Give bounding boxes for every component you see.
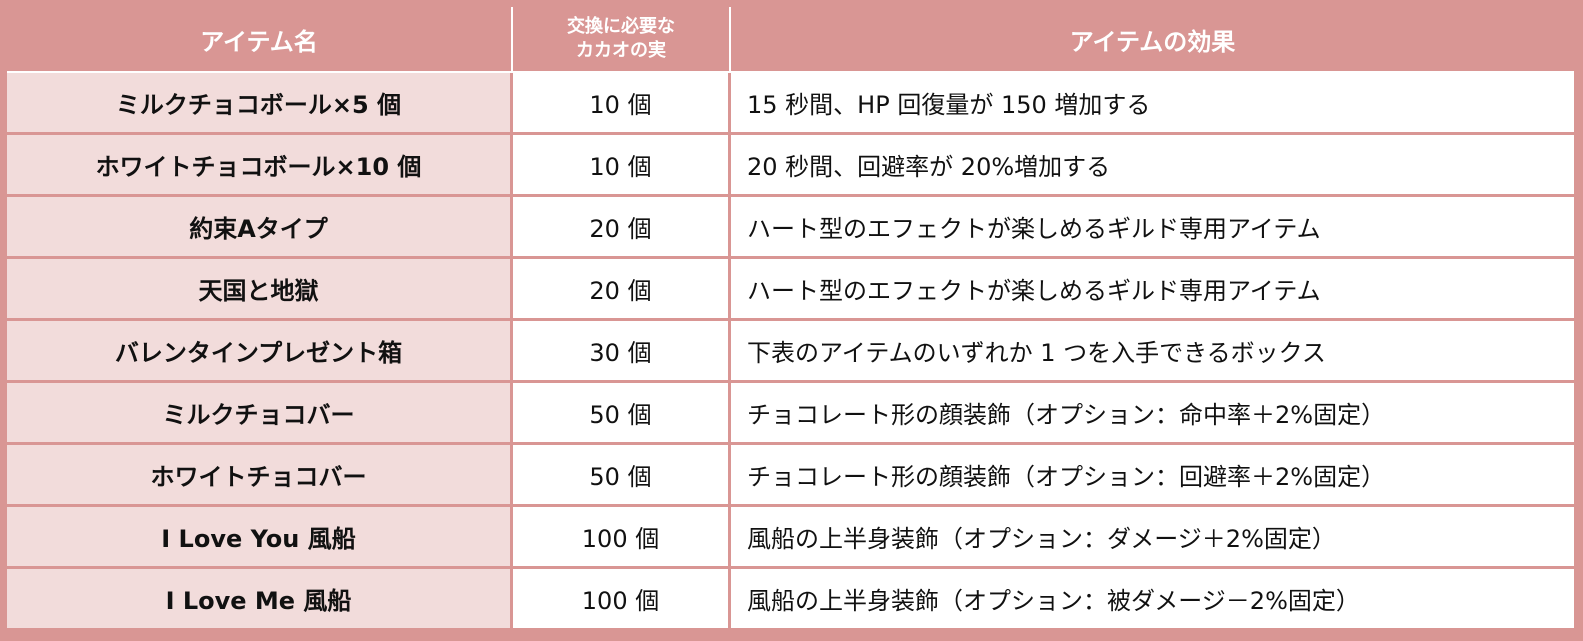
table-row: ミルクチョコボール×5 個 10 個 15 秒間、HP 回復量が 150 増加す… <box>7 73 1574 135</box>
cost-cell: 10 個 <box>513 135 731 197</box>
header-cacao-cost: 交換に必要な カカオの実 <box>513 7 731 73</box>
cost-cell: 20 個 <box>513 197 731 259</box>
effect-cell: 風船の上半身装飾（オプション：ダメージ＋2%固定） <box>731 507 1574 569</box>
item-name-cell: I Love Me 風船 <box>7 569 513 628</box>
effect-cell: チョコレート形の顔装飾（オプション：回避率＋2%固定） <box>731 445 1574 507</box>
effect-cell: ハート型のエフェクトが楽しめるギルド専用アイテム <box>731 259 1574 321</box>
table-row: 約束Aタイプ 20 個 ハート型のエフェクトが楽しめるギルド専用アイテム <box>7 197 1574 259</box>
effect-cell: 風船の上半身装飾（オプション：被ダメージ－2%固定） <box>731 569 1574 628</box>
cost-cell: 100 個 <box>513 507 731 569</box>
table-row: ホワイトチョコボール×10 個 10 個 20 秒間、回避率が 20%増加する <box>7 135 1574 197</box>
effect-cell: 15 秒間、HP 回復量が 150 増加する <box>731 73 1574 135</box>
item-name-cell: ミルクチョコボール×5 個 <box>7 73 513 135</box>
item-name-cell: 約束Aタイプ <box>7 197 513 259</box>
header-row: アイテム名 交換に必要な カカオの実 アイテムの効果 <box>7 7 1574 73</box>
effect-cell: チョコレート形の顔装飾（オプション：命中率＋2%固定） <box>731 383 1574 445</box>
cost-cell: 50 個 <box>513 445 731 507</box>
cost-cell: 20 個 <box>513 259 731 321</box>
table-row: ミルクチョコバー 50 個 チョコレート形の顔装飾（オプション：命中率＋2%固定… <box>7 383 1574 445</box>
item-exchange-table: アイテム名 交換に必要な カカオの実 アイテムの効果 ミルクチョコボール×5 個… <box>7 7 1574 628</box>
header-item-name: アイテム名 <box>7 7 513 73</box>
effect-cell: ハート型のエフェクトが楽しめるギルド専用アイテム <box>731 197 1574 259</box>
item-name-cell: 天国と地獄 <box>7 259 513 321</box>
effect-cell: 20 秒間、回避率が 20%増加する <box>731 135 1574 197</box>
header-cacao-cost-line2: カカオの実 <box>576 40 666 61</box>
item-name-cell: ホワイトチョコボール×10 個 <box>7 135 513 197</box>
table-row: バレンタインプレゼント箱 30 個 下表のアイテムのいずれか 1 つを入手できる… <box>7 321 1574 383</box>
item-name-cell: I Love You 風船 <box>7 507 513 569</box>
table-row: I Love Me 風船 100 個 風船の上半身装飾（オプション：被ダメージ－… <box>7 569 1574 628</box>
header-item-effect: アイテムの効果 <box>731 7 1574 73</box>
table-row: 天国と地獄 20 個 ハート型のエフェクトが楽しめるギルド専用アイテム <box>7 259 1574 321</box>
table-row: ホワイトチョコバー 50 個 チョコレート形の顔装飾（オプション：回避率＋2%固… <box>7 445 1574 507</box>
cost-cell: 30 個 <box>513 321 731 383</box>
item-name-cell: ホワイトチョコバー <box>7 445 513 507</box>
table-row: I Love You 風船 100 個 風船の上半身装飾（オプション：ダメージ＋… <box>7 507 1574 569</box>
cost-cell: 50 個 <box>513 383 731 445</box>
item-name-cell: ミルクチョコバー <box>7 383 513 445</box>
header-cacao-cost-line1: 交換に必要な <box>567 16 675 37</box>
cost-cell: 100 個 <box>513 569 731 628</box>
effect-cell: 下表のアイテムのいずれか 1 つを入手できるボックス <box>731 321 1574 383</box>
cost-cell: 10 個 <box>513 73 731 135</box>
item-name-cell: バレンタインプレゼント箱 <box>7 321 513 383</box>
